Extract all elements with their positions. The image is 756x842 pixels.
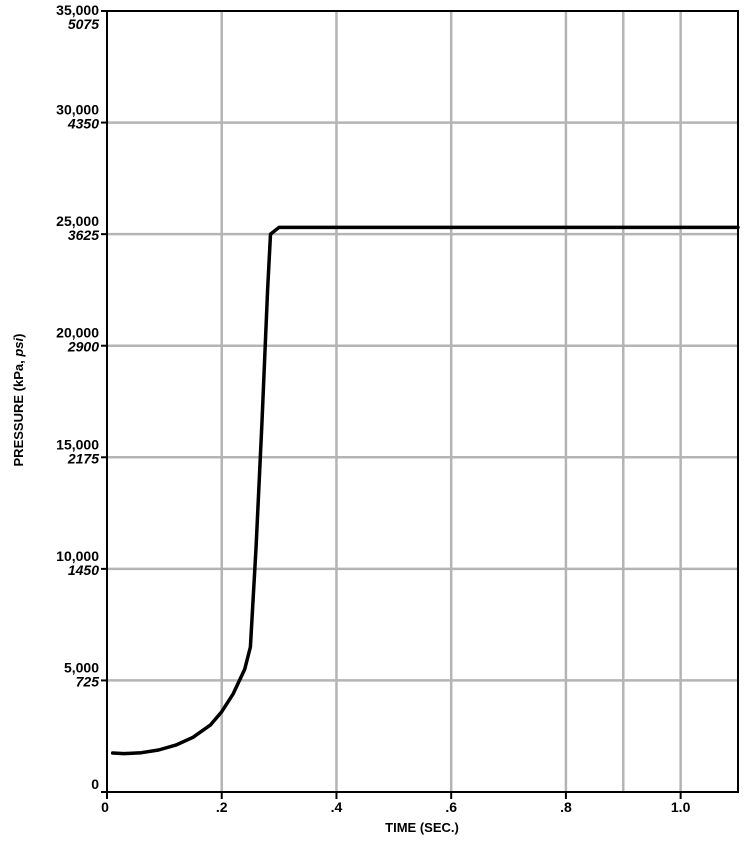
y-tick-label-psi-2: 1450 [68, 562, 99, 578]
grid-lines [107, 11, 738, 792]
y-tick-label-kpa-3: 15,000 [56, 436, 99, 452]
x-axis-ticks: 0 .2 .4 .6 .8 1.0 [101, 792, 691, 815]
x-tick-label-3: .6 [445, 799, 457, 815]
y-tick-label-psi-1: 725 [76, 673, 100, 689]
y-tick-label-kpa-1: 5,000 [64, 659, 99, 675]
y-tick-label-psi-3: 2175 [67, 450, 99, 466]
y-tick-label-psi-4: 2900 [67, 339, 99, 355]
y-tick-label-kpa-4: 20,000 [56, 325, 99, 341]
y-tick-label-kpa-2: 10,000 [56, 548, 99, 564]
y-tick-label-kpa-6: 30,000 [56, 102, 99, 118]
x-tick-label-5: 1.0 [671, 799, 691, 815]
plot-frame [106, 10, 739, 793]
y-tick-label-psi-7: 5075 [68, 16, 99, 32]
x-tick-label-0: 0 [101, 799, 109, 815]
x-tick-label-2: .4 [331, 799, 343, 815]
y-tick-label-kpa-0: 0 [91, 776, 99, 792]
x-tick-label-1: .2 [216, 799, 228, 815]
y-tick-label-psi-5: 3625 [68, 227, 99, 243]
y-axis-title-suffix: ) [11, 334, 26, 338]
x-tick-label-4: .8 [560, 799, 572, 815]
y-tick-label-kpa-7: 35,000 [56, 2, 99, 18]
pressure-curve [110, 225, 740, 756]
y-axis-title-psi: psi [11, 337, 26, 357]
y-axis-title: PRESSURE (kPa, psi) [11, 334, 26, 467]
y-axis-title-prefix: PRESSURE (kPa, [11, 357, 26, 467]
y-tick-label-kpa-5: 25,000 [56, 213, 99, 229]
y-tick-label-psi-6: 4350 [67, 116, 99, 132]
x-axis-title: TIME (SEC.) [385, 820, 459, 835]
